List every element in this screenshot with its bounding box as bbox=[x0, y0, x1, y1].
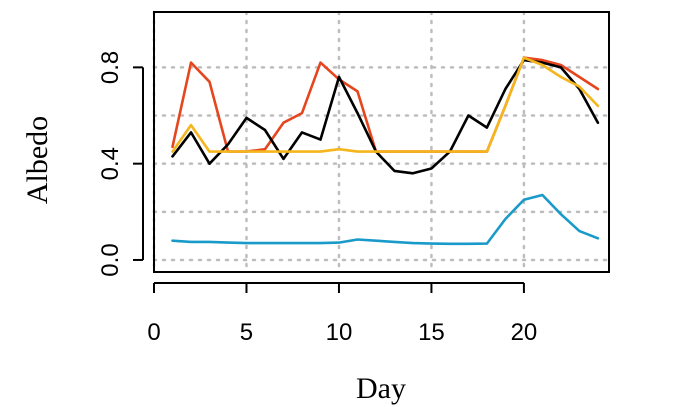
x-tick-label-3: 15 bbox=[418, 319, 445, 346]
series-line-3 bbox=[171, 193, 600, 246]
x-tick-label-1: 5 bbox=[240, 319, 253, 346]
y-tick-label-0: 0.0 bbox=[97, 243, 124, 276]
axis-layer: 0 5 10 15 20 0.0 0.4 0.8 bbox=[97, 51, 537, 346]
x-tick-label-4: 20 bbox=[511, 319, 538, 346]
x-tick-label-2: 10 bbox=[326, 319, 353, 346]
grid-layer bbox=[152, 10, 611, 274]
y-axis-title: Albedo bbox=[21, 116, 54, 204]
x-tick-label-0: 0 bbox=[147, 319, 160, 346]
x-axis-title: Day bbox=[356, 372, 406, 405]
y-tick-label-2: 0.8 bbox=[97, 51, 124, 84]
plot-frame bbox=[153, 11, 610, 273]
series-line-1 bbox=[171, 58, 600, 175]
series-line-0 bbox=[171, 56, 600, 153]
series-layer bbox=[171, 56, 600, 246]
y-tick-label-1: 0.4 bbox=[97, 147, 124, 180]
series-line-2 bbox=[171, 56, 600, 153]
